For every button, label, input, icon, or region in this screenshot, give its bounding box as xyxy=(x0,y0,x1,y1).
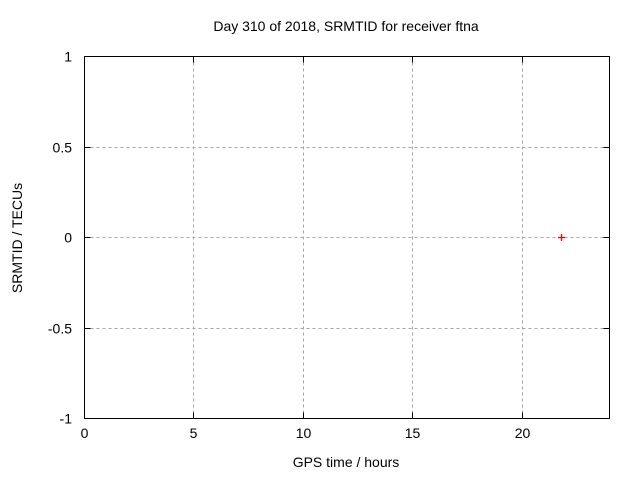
x-tick-label: 5 xyxy=(190,425,198,441)
x-tick-label: 0 xyxy=(81,425,89,441)
x-tick-label: 20 xyxy=(515,425,531,441)
plot-area: 0 5 10 15 20 -1 -0.5 0 0.5 1 xyxy=(48,49,610,441)
y-tick-label: 0.5 xyxy=(53,140,73,156)
y-tick-label: -0.5 xyxy=(48,321,72,337)
chart-title: Day 310 of 2018, SRMTID for receiver ftn… xyxy=(213,18,479,34)
y-tick-label: -1 xyxy=(60,411,73,427)
x-tick-label: 10 xyxy=(296,425,312,441)
x-axis-label: GPS time / hours xyxy=(293,454,400,470)
x-tick-label: 15 xyxy=(405,425,421,441)
y-tick-label: 0 xyxy=(64,230,72,246)
y-axis-label: SRMTID / TECUs xyxy=(9,183,25,293)
y-tick-label: 1 xyxy=(64,49,72,65)
